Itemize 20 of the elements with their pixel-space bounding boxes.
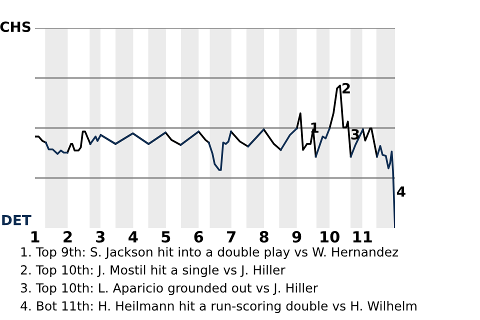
x-tick-label: 1 — [31, 231, 40, 242]
x-tick-label: 6 — [194, 231, 204, 243]
text: CHS — [0, 22, 30, 32]
x-tick-label: 5 — [162, 231, 170, 243]
x-tick-label: 10 — [320, 231, 340, 243]
x-tick-label: 3 — [96, 231, 105, 243]
x-tick-label: 2 — [64, 231, 72, 242]
annotation: 3 — [351, 129, 359, 140]
x-tick-label: 7 — [227, 231, 236, 242]
x-tick-label: 4 — [128, 231, 138, 242]
text: 4. Bot 11th: H. Heilmann hit a run-scoring double vs H. Wilhelm — [20, 300, 416, 314]
text: 2. Top 10th: J. Mostil hit a single vs J. Hiller — [20, 264, 286, 278]
x-tick-label: 11 — [353, 231, 372, 242]
annotation: 4 — [397, 186, 406, 197]
text: 3. Top 10th: L. Aparicio grounded out vs J. Hiller — [20, 282, 318, 296]
x-tick-label: 8 — [260, 231, 268, 243]
annotation: 2 — [342, 83, 350, 94]
text: DET — [2, 214, 32, 226]
text: 1. Top 9th: S. Jackson hit into a double play vs W. Hernandez — [21, 246, 398, 260]
x-tick-label: 9 — [292, 231, 302, 243]
